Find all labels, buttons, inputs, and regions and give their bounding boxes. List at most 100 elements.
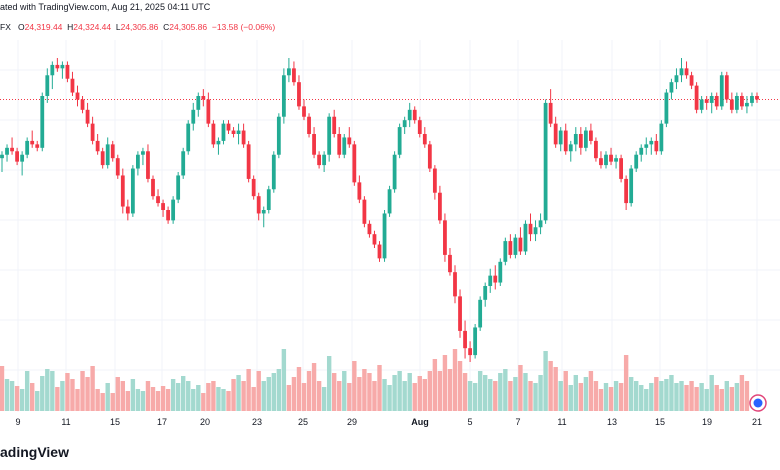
candle [714, 92, 719, 110]
volume-bar [704, 389, 709, 411]
volume-bar [513, 377, 518, 411]
candle-body [10, 147, 14, 152]
candle [357, 175, 362, 204]
candle-body [740, 96, 744, 107]
candle [105, 137, 110, 169]
candle-body [453, 272, 457, 297]
candle [463, 320, 467, 359]
volume-series [0, 349, 750, 411]
volume-bar [201, 393, 206, 411]
candle [679, 58, 684, 83]
candle [171, 196, 176, 224]
volume-bar [35, 391, 40, 411]
candle-body [246, 144, 251, 179]
candle [508, 234, 513, 259]
volume-bar [422, 379, 427, 411]
volume-bar [563, 371, 568, 411]
candle-body [211, 123, 216, 145]
x-tick-label: 7 [515, 417, 520, 427]
volume-bar [744, 381, 750, 411]
candle [578, 127, 583, 155]
x-tick-label: 9 [15, 417, 20, 427]
candle-body [609, 154, 613, 162]
volume-bar [125, 391, 131, 411]
volume-bar [140, 391, 146, 411]
x-tick-label: 23 [252, 417, 262, 427]
x-tick-label: Aug [411, 417, 429, 427]
candle [241, 123, 246, 148]
volume-bar [739, 375, 745, 411]
volume-bar [251, 387, 256, 411]
candle-body [558, 130, 563, 145]
volume-bar [352, 361, 357, 411]
candle-body [146, 151, 150, 179]
candle [478, 296, 483, 331]
candle-body [438, 192, 442, 221]
candle [422, 127, 427, 148]
candle-body [60, 64, 65, 69]
candle [704, 96, 709, 110]
candle-body [352, 144, 357, 183]
candle-body [15, 151, 19, 162]
volume-bar [175, 383, 181, 411]
close-value: 24,305.86 [169, 22, 208, 32]
candle [337, 127, 342, 159]
volume-bar [553, 367, 558, 411]
volume-bar [679, 381, 684, 411]
candle-body [397, 127, 402, 155]
candle-body [297, 82, 301, 107]
volume-bar [623, 355, 629, 411]
volume-bar [362, 369, 367, 411]
candle [95, 134, 100, 155]
candle [528, 213, 533, 242]
candle-body [110, 144, 115, 159]
candle-body [181, 151, 186, 176]
candle [10, 137, 14, 155]
candle [276, 113, 281, 159]
volume-bar [387, 385, 392, 411]
candle-body [367, 223, 372, 235]
candle [292, 61, 296, 86]
volume-bar [256, 371, 261, 411]
volume-bar [105, 383, 110, 411]
candle [629, 165, 634, 207]
candle [362, 196, 367, 228]
volume-bar [477, 371, 483, 411]
candle-body [120, 175, 125, 207]
candle-body [307, 116, 311, 134]
scroll-to-realtime-icon[interactable] [749, 394, 767, 412]
candle-body [382, 213, 387, 259]
candle [402, 116, 407, 134]
candle-body [422, 134, 427, 145]
candle [352, 140, 357, 186]
volume-bar [165, 389, 171, 411]
volume-bar [266, 377, 271, 411]
volume-bar [402, 381, 407, 411]
candle-body [65, 64, 70, 79]
volume-bar [65, 373, 70, 411]
candle-body [372, 234, 377, 245]
candle-body [176, 175, 181, 200]
candle-body [136, 154, 140, 169]
candle-body [166, 210, 170, 221]
candle [55, 58, 60, 72]
candle-body [161, 203, 165, 210]
candle-body [654, 140, 659, 152]
ohlc-legend: FX O24,319.44 H24,324.44 L24,305.86 C24,… [0, 22, 275, 32]
candle-body [417, 120, 422, 134]
candle [533, 220, 538, 242]
candle [226, 120, 231, 134]
candle-body [256, 196, 261, 214]
candle-body [432, 168, 437, 193]
candle [367, 220, 372, 238]
candle [221, 120, 226, 145]
candle-body [634, 154, 639, 169]
candle [196, 92, 201, 117]
x-tick-label: 19 [702, 417, 712, 427]
volume-bar [508, 381, 513, 411]
candle [166, 206, 170, 224]
low-value: 24,305.86 [120, 22, 159, 32]
volume-bar [583, 377, 589, 411]
